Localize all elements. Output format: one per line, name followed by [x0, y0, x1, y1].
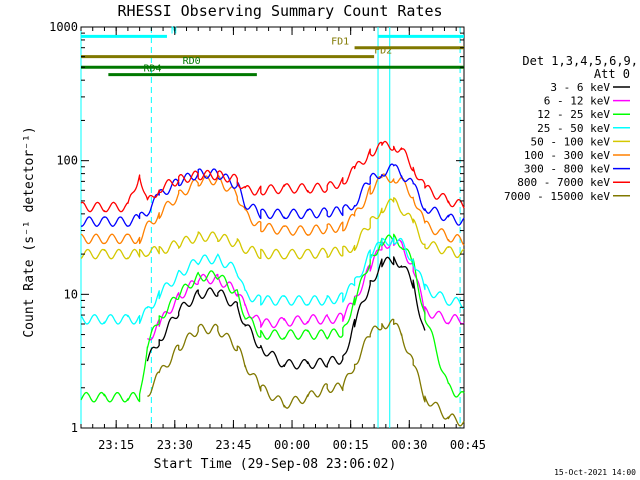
x-tick-label-1: 23:30	[157, 438, 193, 452]
series-line-7	[80, 140, 465, 213]
legend-label-0: 3 - 6 keV	[550, 81, 610, 94]
legend-label-3: 25 - 50 keV	[537, 122, 610, 135]
series-line-5	[80, 173, 465, 246]
series-line-2	[80, 233, 465, 403]
legend-label-8: 7000 - 15000 keV	[504, 190, 610, 203]
series-line-3	[80, 236, 465, 325]
x-tick-label-2: 23:45	[215, 438, 251, 452]
annotation-bars: N FD1 FD2 RD0 RD4	[81, 25, 464, 77]
legend-label-1: 6 - 12 keV	[544, 95, 611, 108]
annotation-label-3: FD2	[374, 46, 392, 57]
legend-label-5: 100 - 300 keV	[524, 149, 610, 162]
series-line-8	[147, 318, 465, 427]
chart-title: RHESSI Observing Summary Count Rates	[117, 2, 442, 20]
x-tick-label-3: 00:00	[274, 438, 310, 452]
annotation-label-2: FD1	[331, 37, 349, 48]
series-line-0	[146, 256, 426, 370]
y-tick-label-0: 1	[71, 421, 78, 435]
legend-label-4: 50 - 100 keV	[531, 135, 611, 148]
series-group	[80, 140, 465, 427]
annotation-label-4: RD0	[183, 56, 201, 67]
legend-label-2: 12 - 25 keV	[537, 108, 610, 121]
series-line-1	[147, 236, 465, 341]
legend-label-7: 800 - 7000 keV	[517, 176, 610, 189]
series-line-4	[80, 197, 465, 260]
x-axis-label: Start Time (29-Sep-08 23:06:02)	[154, 457, 397, 472]
y-tick-label-2: 100	[56, 154, 78, 168]
footer-date: 15-Oct-2021 14:00	[554, 468, 636, 477]
series-line-6	[80, 163, 465, 227]
y-axis-label: Count Rate (s⁻¹ detector⁻¹)	[22, 126, 37, 337]
y-tick-label-1: 10	[64, 287, 78, 301]
x-tick-label-0: 23:15	[98, 438, 134, 452]
annotation-label-5: RD4	[144, 64, 162, 75]
vertical-markers	[80, 27, 461, 428]
x-tick-label-4: 00:15	[333, 438, 369, 452]
x-tick-label-6: 00:45	[450, 438, 486, 452]
detector-info-line1: Det 1,3,4,5,6,9,	[522, 54, 638, 68]
annotation-label-0: N	[171, 25, 177, 36]
axes-group: 1 10 100 1000 23:15 23:30 23:45 00:00 00:15 00:30…	[49, 20, 486, 452]
detector-info-line2: Att 0	[594, 67, 630, 81]
y-tick-label-3: 1000	[49, 20, 78, 34]
x-tick-label-5: 00:30	[391, 438, 427, 452]
legend-label-6: 300 - 800 keV	[524, 163, 610, 176]
